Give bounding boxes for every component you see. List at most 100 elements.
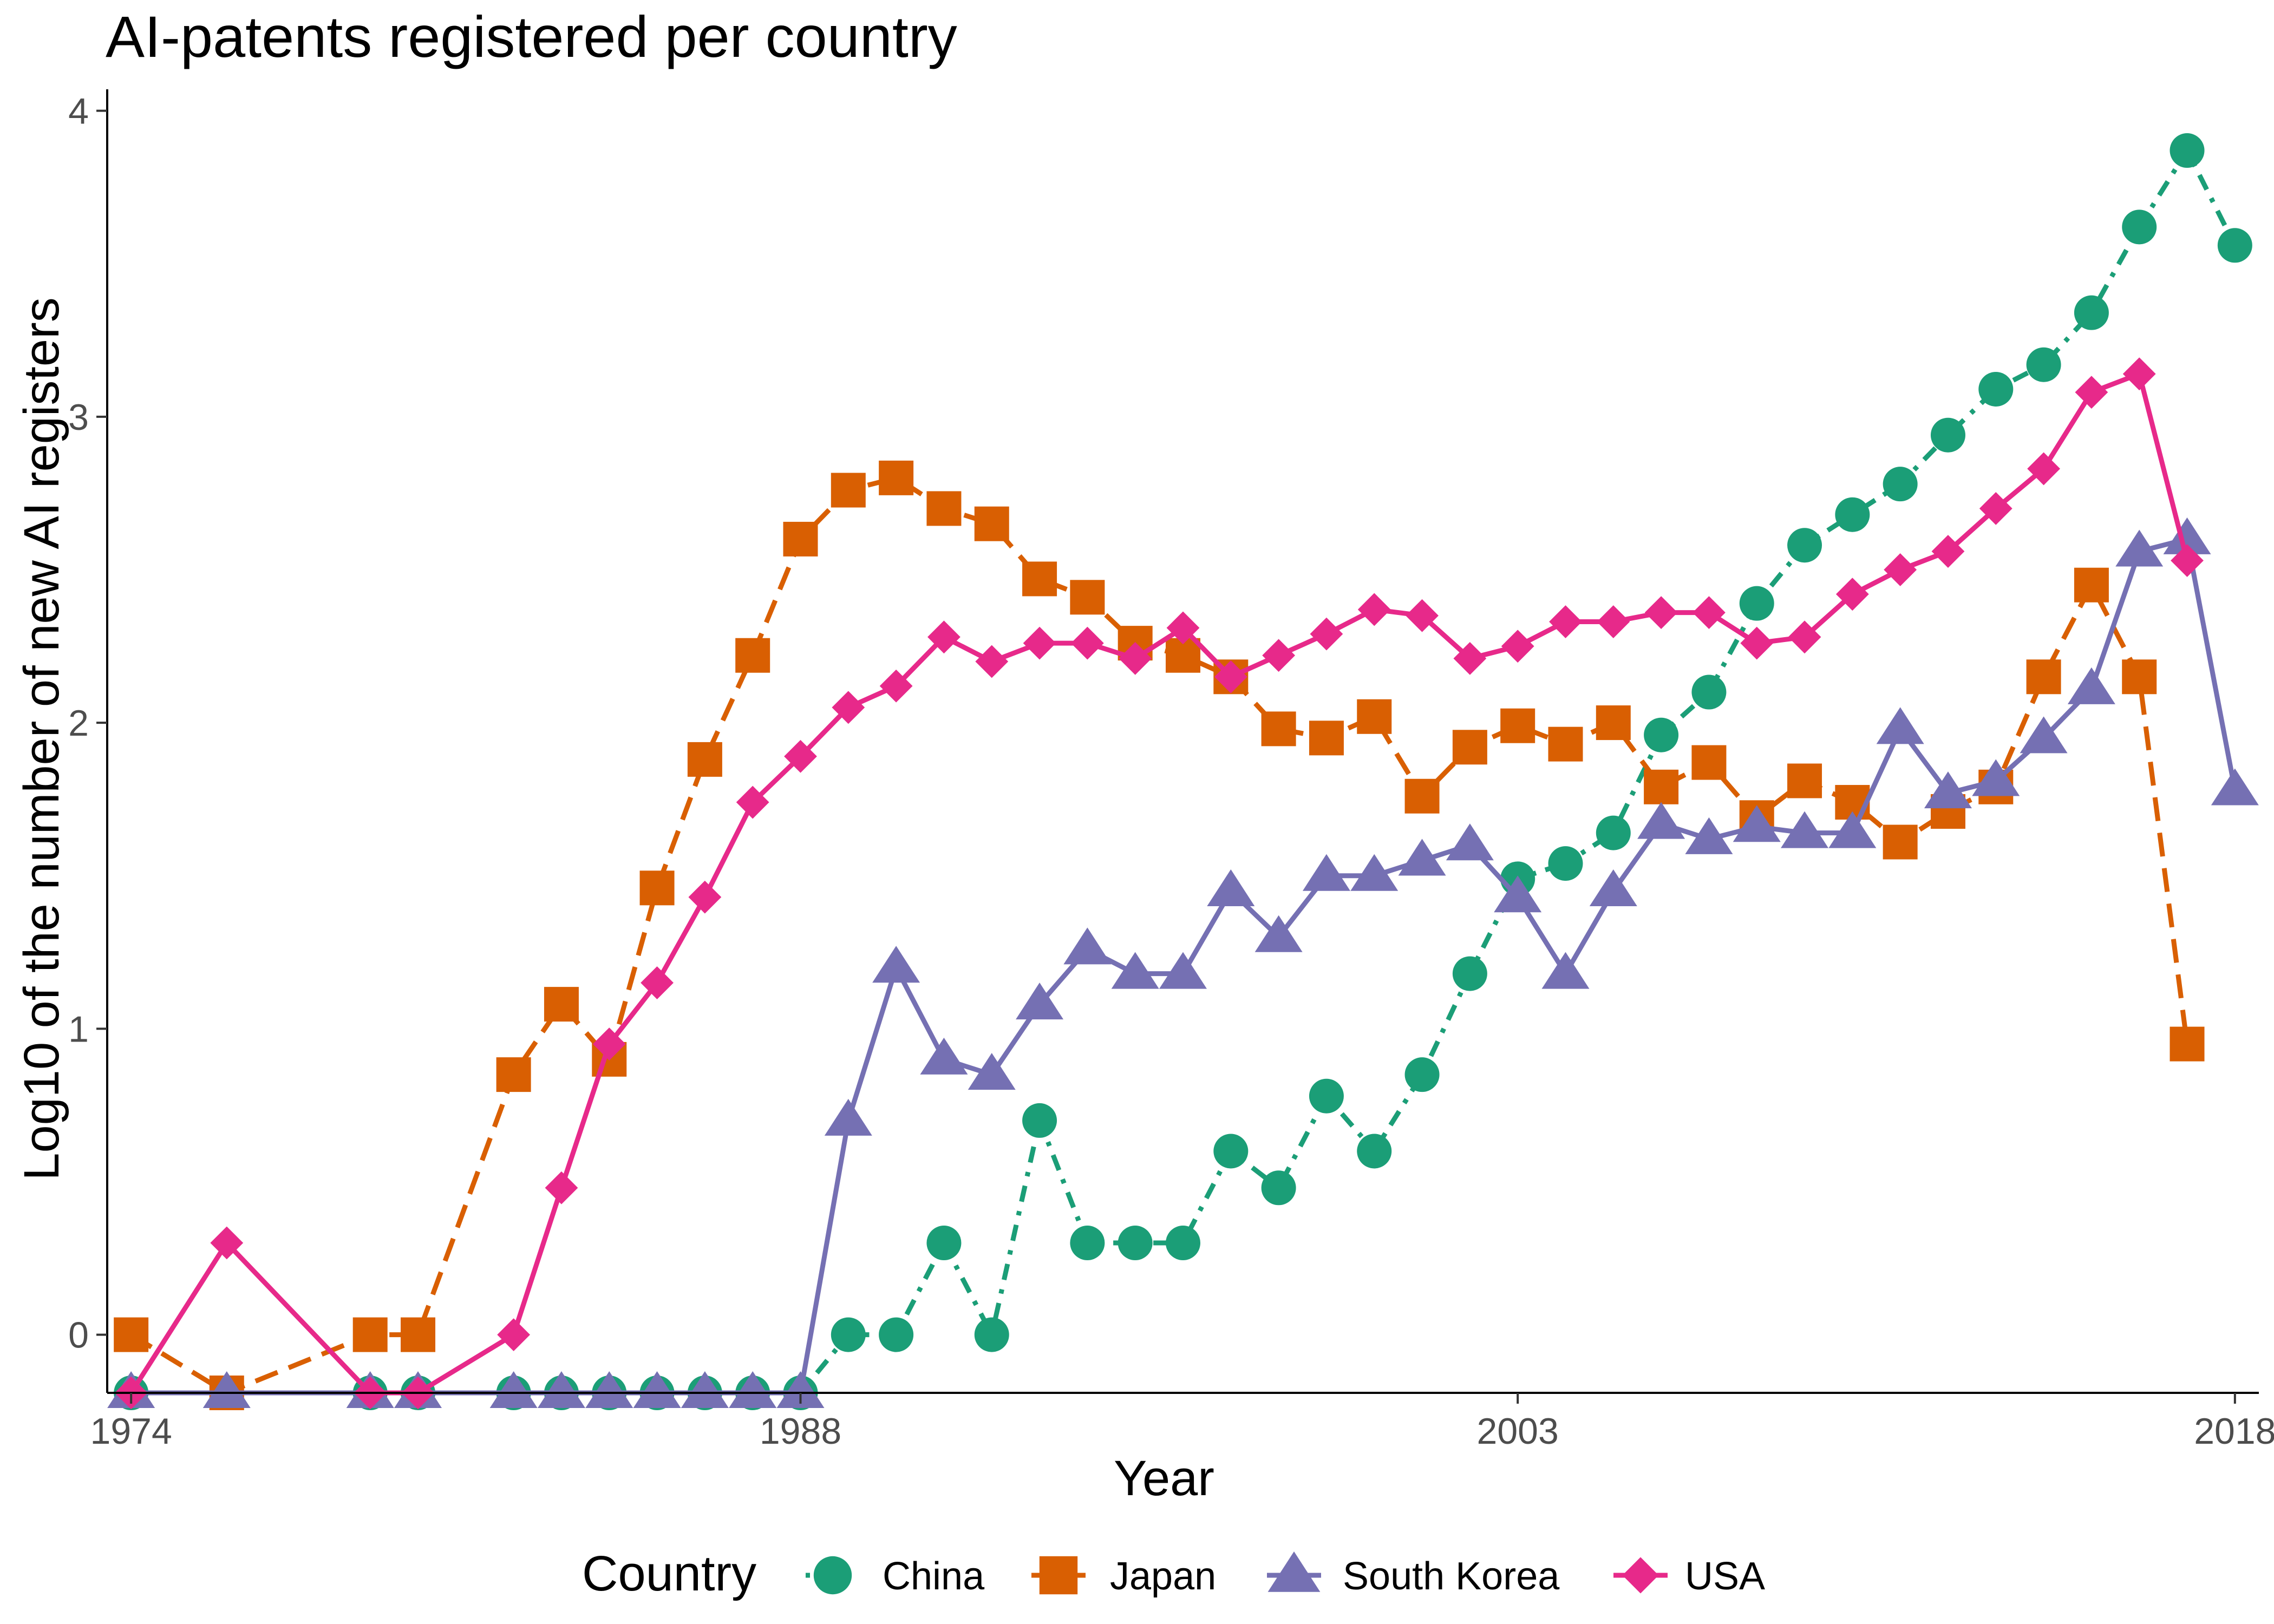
- data-point-south-korea: [1828, 811, 1877, 848]
- data-point-south-korea: [1063, 927, 1112, 965]
- data-point-usa: [2027, 452, 2060, 486]
- data-point-south-korea: [1016, 983, 1064, 1020]
- data-point-usa: [1644, 596, 1678, 629]
- data-point-japan: [1070, 580, 1105, 615]
- data-point-china: [926, 1226, 962, 1261]
- data-point-japan: [496, 1057, 531, 1092]
- data-point-china: [1691, 675, 1727, 710]
- y-tick-label: 0: [68, 1315, 89, 1356]
- data-point-japan: [1691, 745, 1727, 780]
- data-point-china: [2170, 133, 2205, 168]
- data-point-usa: [1406, 599, 1439, 632]
- data-point-japan: [1309, 721, 1344, 756]
- data-point-usa: [736, 785, 769, 819]
- data-point-usa: [975, 645, 1009, 678]
- legend-label-japan: Japan: [1110, 1555, 1216, 1598]
- x-tick-label: 2003: [1477, 1411, 1559, 1452]
- data-point-south-korea: [1924, 771, 1972, 809]
- data-point-japan: [1500, 708, 1535, 743]
- data-point-japan: [401, 1317, 436, 1352]
- data-point-japan: [2074, 567, 2109, 603]
- data-point-south-korea: [968, 1053, 1016, 1090]
- data-point-china: [1070, 1226, 1105, 1261]
- data-point-china: [1596, 815, 1631, 850]
- y-tick-label: 1: [68, 1009, 89, 1050]
- data-point-usa: [1931, 535, 1965, 568]
- data-point-japan: [114, 1317, 149, 1352]
- data-point-china: [1166, 1226, 1200, 1261]
- legend-key-south-korea: [1267, 1551, 1321, 1592]
- data-point-south-korea: [681, 1371, 729, 1408]
- data-point-japan: [687, 742, 722, 777]
- data-point-south-korea: [2067, 667, 2115, 704]
- data-point-usa: [832, 691, 865, 724]
- data-point-south-korea: [1111, 952, 1159, 989]
- data-point-south-korea: [776, 1371, 825, 1408]
- data-point-japan: [1022, 561, 1057, 597]
- data-point-japan: [1452, 730, 1487, 765]
- legend-key-usa: [1613, 1557, 1668, 1594]
- data-point-japan: [2170, 1026, 2205, 1062]
- data-point-japan: [1261, 711, 1296, 746]
- data-point-usa: [1693, 596, 1726, 629]
- data-point-japan: [879, 460, 914, 495]
- data-point-usa: [784, 739, 817, 773]
- data-point-south-korea: [1972, 759, 2020, 796]
- data-point-south-korea: [1446, 823, 1494, 861]
- data-point-south-korea: [1494, 875, 1542, 913]
- legend-key-china: [806, 1556, 860, 1595]
- data-point-usa: [1835, 578, 1869, 611]
- data-point-south-korea: [1398, 839, 1446, 876]
- y-axis-ticks: 0 1 2 3 4: [68, 91, 107, 1356]
- data-point-usa: [1023, 626, 1056, 660]
- data-point-china: [2217, 228, 2252, 263]
- data-point-china: [1261, 1170, 1296, 1206]
- data-point-usa: [1262, 639, 1296, 672]
- data-point-japan: [783, 521, 818, 556]
- data-point-usa: [592, 1027, 626, 1061]
- data-point-usa: [1310, 617, 1343, 651]
- plot-area: [107, 133, 2259, 1410]
- data-point-usa: [1740, 626, 1774, 660]
- data-point-china: [1404, 1057, 1440, 1092]
- data-point-usa: [688, 880, 722, 914]
- data-point-china: [2122, 209, 2157, 245]
- data-point-china: [1118, 1226, 1153, 1261]
- data-point-south-korea: [585, 1371, 633, 1408]
- data-point-usa: [1549, 605, 1582, 638]
- data-point-usa: [1788, 620, 1821, 654]
- legend-key-japan: [1031, 1556, 1086, 1595]
- data-point-south-korea: [1350, 854, 1399, 891]
- data-point-south-korea: [1876, 707, 1924, 744]
- y-tick-label: 4: [68, 91, 89, 132]
- data-point-usa: [1979, 492, 2012, 525]
- data-point-south-korea: [489, 1371, 538, 1408]
- data-point-china: [1978, 371, 2014, 407]
- data-point-usa: [927, 620, 960, 654]
- data-point-usa: [497, 1318, 531, 1352]
- data-point-japan: [831, 473, 866, 508]
- data-point-usa: [1597, 605, 1630, 638]
- y-tick-label: 3: [68, 397, 89, 438]
- data-point-japan: [735, 638, 770, 673]
- data-point-south-korea: [920, 1037, 968, 1075]
- data-point-japan: [352, 1317, 388, 1352]
- data-point-usa: [2075, 376, 2108, 409]
- legend-key-marker: [1267, 1551, 1321, 1592]
- data-point-usa: [210, 1226, 244, 1260]
- x-axis-title: Year: [1114, 1451, 1214, 1506]
- data-point-usa: [2171, 544, 2204, 577]
- data-point-south-korea: [202, 1371, 251, 1408]
- data-point-japan: [1357, 699, 1392, 734]
- data-point-japan: [1548, 726, 1583, 762]
- data-point-china: [1835, 497, 1870, 532]
- data-point-japan: [926, 491, 962, 526]
- data-point-china: [2026, 347, 2061, 382]
- data-point-usa: [1357, 593, 1391, 626]
- legend-label-south-korea: South Korea: [1343, 1555, 1560, 1598]
- x-tick-label: 1974: [90, 1411, 172, 1452]
- data-point-south-korea: [1685, 817, 1733, 854]
- y-tick-label: 2: [68, 703, 89, 744]
- chart-title: AI-patents registered per country: [106, 4, 957, 69]
